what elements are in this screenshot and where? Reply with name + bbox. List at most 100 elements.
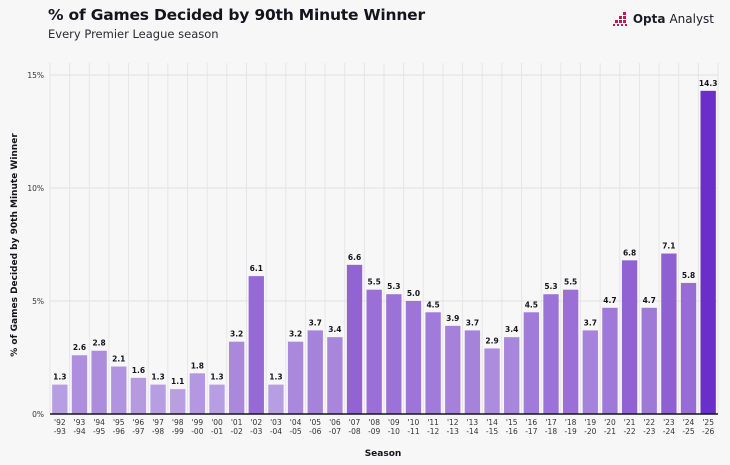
x-tick-label: '04 — [290, 418, 302, 427]
chart-subtitle: Every Premier League season — [48, 27, 219, 41]
data-label: 1.3 — [269, 373, 282, 382]
chart-title: % of Games Decided by 90th Minute Winner — [48, 6, 425, 24]
x-tick-label: -11 — [407, 427, 419, 436]
x-tick-label: '12 — [447, 418, 459, 427]
x-tick-label: -03 — [250, 427, 262, 436]
x-tick-label: -05 — [289, 427, 301, 436]
logo-icon — [612, 12, 627, 26]
bar — [386, 294, 402, 414]
data-label: 2.9 — [485, 336, 498, 345]
data-label: 5.3 — [544, 282, 557, 291]
x-tick-label: '03 — [270, 418, 282, 427]
data-label: 5.5 — [564, 278, 577, 287]
data-label: 1.3 — [151, 373, 164, 382]
data-label: 7.1 — [662, 242, 675, 251]
x-tick-label: -04 — [270, 427, 282, 436]
bar — [71, 355, 88, 414]
data-label: 3.4 — [505, 325, 518, 334]
x-tick-label: '22 — [643, 418, 655, 427]
x-tick-label: '00 — [211, 418, 223, 427]
bar — [111, 366, 127, 414]
x-tick-label: -96 — [113, 427, 125, 436]
bar — [189, 373, 206, 414]
bar — [425, 312, 441, 414]
bar — [150, 384, 166, 414]
x-tick-label: -01 — [211, 427, 223, 436]
data-label: 6.8 — [623, 248, 636, 257]
data-label: 1.1 — [171, 377, 184, 386]
bar — [209, 384, 225, 414]
bar — [543, 294, 559, 414]
bar — [464, 330, 481, 414]
x-tick-label: '16 — [526, 418, 538, 427]
bar — [366, 289, 382, 414]
x-tick-label: -93 — [54, 427, 66, 436]
x-tick-label: '08 — [368, 418, 380, 427]
bar — [307, 330, 323, 414]
x-tick-label: '01 — [231, 418, 243, 427]
data-label: 3.7 — [584, 318, 597, 327]
x-tick-label: '06 — [329, 418, 341, 427]
data-label: 2.8 — [92, 339, 105, 348]
y-axis-label: % of Games Decided by 90th Minute Winner — [10, 133, 20, 357]
bar — [405, 301, 422, 414]
data-label: 5.0 — [407, 289, 420, 298]
x-tick-label: '24 — [683, 418, 695, 427]
x-tick-label: -24 — [663, 427, 675, 436]
bar — [523, 312, 540, 414]
x-tick-label: -00 — [191, 427, 203, 436]
x-tick-label: -23 — [643, 427, 655, 436]
x-tick-label: '99 — [192, 418, 204, 427]
x-tick-label: '13 — [467, 418, 479, 427]
y-tick-label: 15% — [27, 71, 44, 80]
x-tick-label: '94 — [93, 418, 105, 427]
data-label: 4.7 — [603, 296, 616, 305]
x-tick-label: '92 — [54, 418, 66, 427]
bar — [327, 337, 343, 414]
x-tick-label: '15 — [506, 418, 518, 427]
x-tick-label: '05 — [309, 418, 321, 427]
data-label: 5.3 — [387, 282, 400, 291]
x-tick-label: -26 — [702, 427, 714, 436]
x-tick-label: '25 — [702, 418, 714, 427]
data-label: 3.7 — [466, 318, 479, 327]
bar — [484, 348, 500, 414]
data-label: 3.4 — [328, 325, 341, 334]
x-tick-label: '96 — [133, 418, 145, 427]
bar — [445, 325, 461, 414]
x-tick-label: '98 — [172, 418, 184, 427]
x-tick-label: -10 — [388, 427, 400, 436]
x-tick-label: -14 — [466, 427, 478, 436]
data-label: 6.6 — [348, 253, 361, 262]
bar — [346, 264, 363, 414]
data-label: 5.8 — [682, 271, 695, 280]
x-tick-label: '21 — [624, 418, 636, 427]
bar — [582, 330, 598, 414]
x-tick-label: -12 — [427, 427, 439, 436]
x-axis-label: Season — [365, 449, 402, 459]
x-tick-label: -06 — [309, 427, 321, 436]
x-tick-label: -20 — [584, 427, 596, 436]
data-label: 3.2 — [230, 330, 243, 339]
bar — [170, 389, 186, 414]
x-tick-label: -21 — [604, 427, 616, 436]
data-label: 5.5 — [368, 278, 381, 287]
x-tick-label: '19 — [584, 418, 596, 427]
y-tick-label: 0% — [32, 410, 44, 419]
bar — [91, 350, 107, 414]
bar — [287, 341, 304, 414]
bar — [621, 260, 638, 414]
x-tick-label: '97 — [152, 418, 164, 427]
x-tick-label: -98 — [152, 427, 164, 436]
logo-text: Analyst — [669, 12, 714, 26]
x-tick-label: -97 — [132, 427, 144, 436]
x-tick-label: -95 — [93, 427, 105, 436]
x-tick-label: -08 — [348, 427, 360, 436]
bar — [268, 384, 284, 414]
data-label: 14.3 — [699, 79, 718, 88]
bar — [562, 289, 579, 414]
data-label: 1.3 — [53, 373, 66, 382]
x-tick-label: '17 — [545, 418, 557, 427]
data-label: 1.3 — [210, 373, 223, 382]
